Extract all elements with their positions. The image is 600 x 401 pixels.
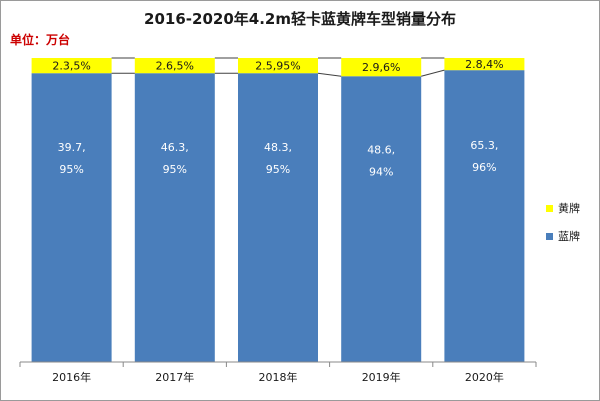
blue-label-line2-2: 95% [163, 163, 187, 176]
bar-blue-1 [31, 73, 112, 362]
bar-blue-3 [238, 73, 318, 362]
yellow-label-3: 2.5,95% [255, 60, 300, 73]
blue-label-line1-4: 48.6, [367, 143, 395, 156]
blue-label-line2-3: 95% [266, 163, 290, 176]
blue-label-line2-1: 95% [59, 163, 83, 176]
bar-yellow-3 [238, 58, 318, 74]
bar-yellow-1 [31, 58, 112, 74]
bar-blue-4 [341, 76, 422, 363]
unit-label: 单位：万台 [10, 33, 71, 47]
legend-label-1: 黄牌 [558, 201, 580, 215]
chart-title: 2016-2020年4.2m轻卡蓝黄牌车型销量分布 [144, 10, 456, 28]
bar-yellow-4 [341, 58, 422, 77]
series-line-blue-4 [421, 69, 445, 77]
bar-yellow-5 [444, 58, 525, 71]
blue-label-line2-4: 94% [369, 165, 393, 178]
blue-label-line1-2: 46.3, [161, 141, 189, 154]
x-tick-label-4: 2019年 [362, 370, 401, 384]
series-line-blue-3 [317, 72, 342, 77]
yellow-label-5: 2.8,4% [465, 58, 503, 71]
bar-blue-5 [444, 70, 525, 362]
yellow-label-2: 2.6,5% [156, 60, 194, 73]
bar-blue-2 [134, 73, 215, 362]
blue-label-line1-3: 48.3, [264, 141, 292, 154]
x-tick-label-2: 2017年 [155, 370, 194, 384]
x-tick-label-1: 2016年 [52, 370, 91, 384]
x-tick-label-5: 2020年 [465, 370, 504, 384]
legend-swatch-1 [546, 205, 553, 212]
yellow-label-1: 2.3,5% [52, 60, 90, 73]
legend-swatch-2 [546, 233, 553, 240]
x-tick-label-3: 2018年 [259, 370, 298, 384]
blue-label-line1-1: 39.7, [58, 141, 86, 154]
legend-label-2: 蓝牌 [558, 229, 580, 243]
yellow-label-4: 2.9,6% [362, 61, 400, 74]
bar-yellow-2 [134, 58, 215, 74]
blue-label-line2-5: 96% [472, 161, 496, 174]
blue-label-line1-5: 65.3, [470, 139, 498, 152]
